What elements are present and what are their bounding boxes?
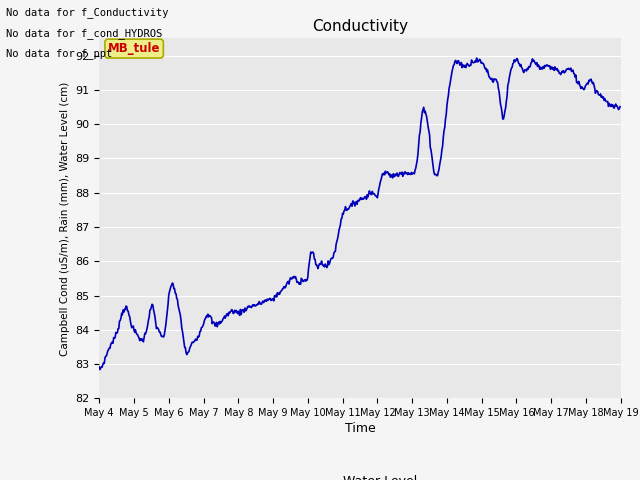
Y-axis label: Campbell Cond (uS/m), Rain (mm), Water Level (cm): Campbell Cond (uS/m), Rain (mm), Water L… <box>60 81 70 356</box>
Text: No data for f_ppt: No data for f_ppt <box>6 48 113 60</box>
Text: No data for f_cond_HYDROS: No data for f_cond_HYDROS <box>6 28 163 39</box>
X-axis label: Time: Time <box>344 422 376 435</box>
Text: MB_tule: MB_tule <box>108 42 161 55</box>
Legend: Water Level: Water Level <box>297 470 423 480</box>
Text: No data for f_Conductivity: No data for f_Conductivity <box>6 7 169 18</box>
Title: Conductivity: Conductivity <box>312 20 408 35</box>
